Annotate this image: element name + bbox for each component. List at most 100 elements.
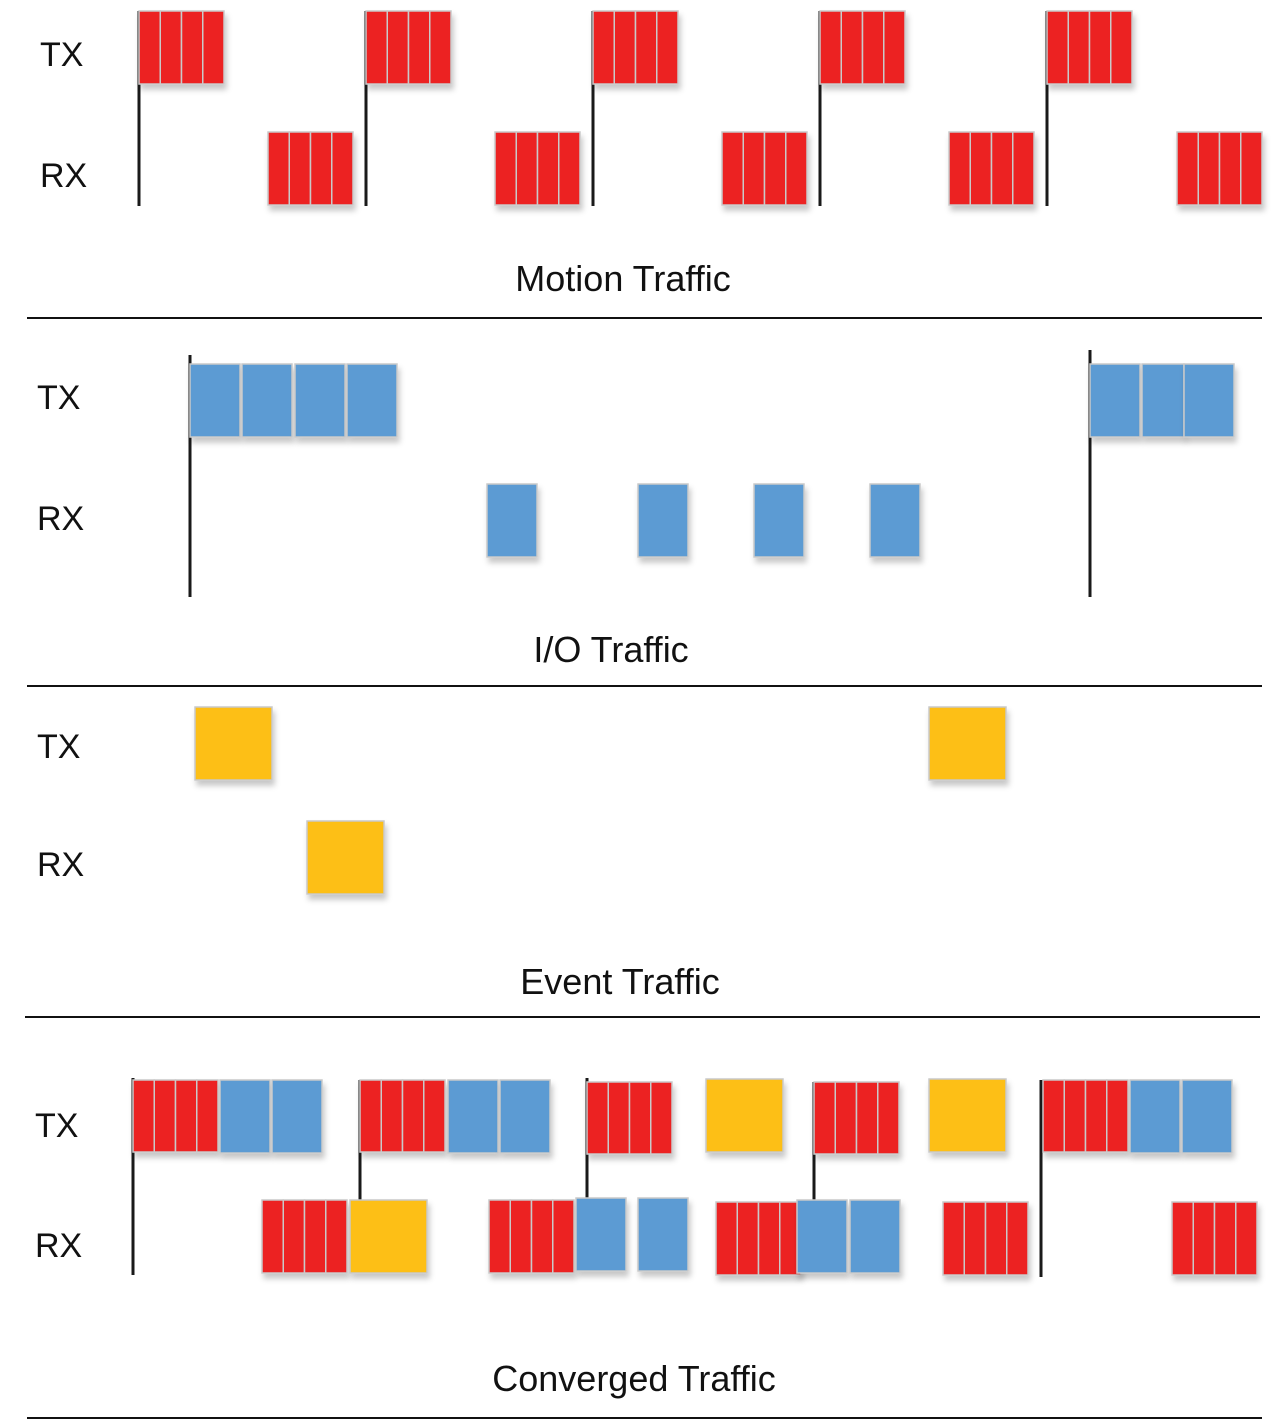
motion-packet: [365, 10, 452, 85]
io-packet: [796, 1199, 848, 1274]
motion-frame-segment: [1042, 1079, 1065, 1153]
motion-frame-segment: [1063, 1079, 1087, 1153]
motion-frame-segment: [325, 1199, 348, 1274]
motion-frame-segment: [401, 1079, 425, 1153]
panel-title: Converged Traffic: [492, 1358, 775, 1399]
motion-frame-segment: [834, 1081, 858, 1155]
motion-frame-segment: [757, 1201, 781, 1276]
event-packet: [705, 1078, 784, 1153]
panel-converged-traffic: TX RX Converged Traffic: [27, 1078, 1262, 1419]
motion-packet: [942, 1201, 1029, 1276]
motion-frame-segment: [509, 1199, 533, 1274]
io-packet: [1181, 1079, 1233, 1154]
motion-frame-segment: [407, 10, 431, 85]
motion-frame-segment: [785, 131, 808, 206]
event-packet: [349, 1199, 428, 1274]
motion-packet: [267, 131, 354, 206]
motion-frame-segment: [613, 10, 637, 85]
motion-frame-segment: [650, 1081, 673, 1155]
motion-packet: [132, 1079, 219, 1153]
motion-frame-segment: [592, 10, 615, 85]
panel-title: Event Traffic: [520, 961, 719, 1002]
tx-label: TX: [35, 1107, 78, 1145]
io-packet: [346, 363, 398, 438]
motion-frame-segment: [742, 131, 766, 206]
io-packet: [219, 1079, 271, 1154]
panel-motion-traffic: TX RX Motion Traffic: [27, 10, 1263, 319]
motion-frame-segment: [267, 131, 290, 206]
motion-frame-segment: [1235, 1201, 1258, 1276]
tx-label: TX: [40, 36, 83, 74]
motion-frame-segment: [488, 1199, 511, 1274]
motion-frame-segment: [1046, 10, 1069, 85]
io-packet: [849, 1199, 901, 1274]
motion-frame-segment: [159, 10, 183, 85]
motion-frame-segment: [763, 131, 787, 206]
motion-frame-segment: [380, 1079, 404, 1153]
motion-frame-segment: [494, 131, 517, 206]
motion-packet: [1046, 10, 1133, 85]
io-packet: [1089, 363, 1141, 438]
motion-packet: [1171, 1201, 1258, 1276]
event-packet: [306, 820, 385, 895]
motion-frame-segment: [303, 1199, 327, 1274]
motion-frame-segment: [715, 1201, 738, 1276]
motion-frame-segment: [138, 10, 161, 85]
io-packet: [499, 1079, 551, 1154]
rx-label: RX: [35, 1227, 82, 1265]
io-packet: [447, 1079, 499, 1154]
motion-packet: [813, 1081, 900, 1155]
motion-frame-segment: [331, 131, 354, 206]
motion-packet: [721, 131, 808, 206]
motion-frame-segment: [288, 131, 312, 206]
io-packet: [294, 363, 346, 438]
event-packet: [928, 1078, 1007, 1153]
motion-packet: [261, 1199, 348, 1274]
motion-frame-segment: [1192, 1201, 1216, 1276]
motion-packet: [359, 1079, 446, 1153]
io-packet: [486, 483, 538, 558]
panel-title: I/O Traffic: [533, 629, 688, 670]
motion-frame-segment: [1088, 10, 1112, 85]
motion-frame-segment: [282, 1199, 306, 1274]
io-packet: [637, 1197, 689, 1272]
rx-label: RX: [37, 500, 84, 538]
motion-packet: [592, 10, 679, 85]
motion-frame-segment: [1213, 1201, 1237, 1276]
motion-frame-segment: [202, 10, 225, 85]
motion-packet: [948, 131, 1035, 206]
motion-frame-segment: [1240, 131, 1263, 206]
io-packet: [1183, 363, 1235, 438]
motion-frame-segment: [883, 10, 906, 85]
motion-frame-segment: [552, 1199, 575, 1274]
motion-frame-segment: [365, 10, 388, 85]
motion-frame-segment: [1218, 131, 1242, 206]
motion-frame-segment: [736, 1201, 760, 1276]
io-packet: [241, 363, 293, 438]
motion-frame-segment: [877, 1081, 900, 1155]
motion-frame-segment: [1106, 1079, 1129, 1153]
io-packet: [869, 483, 921, 558]
motion-frame-segment: [153, 1079, 177, 1153]
motion-frame-segment: [1006, 1201, 1029, 1276]
motion-frame-segment: [861, 10, 885, 85]
tx-label: TX: [37, 379, 80, 417]
motion-packet: [494, 131, 581, 206]
motion-frame-segment: [1171, 1201, 1194, 1276]
motion-frame-segment: [963, 1201, 987, 1276]
io-packet: [575, 1197, 627, 1272]
motion-frame-segment: [530, 1199, 554, 1274]
motion-frame-segment: [1084, 1079, 1108, 1153]
tx-label: TX: [37, 728, 80, 766]
motion-frame-segment: [840, 10, 864, 85]
panel-io-traffic: TX RX I/O Traffic: [27, 350, 1262, 687]
motion-frame-segment: [423, 1079, 446, 1153]
event-packet: [928, 706, 1007, 781]
motion-frame-segment: [942, 1201, 965, 1276]
motion-frame-segment: [558, 131, 581, 206]
motion-frame-segment: [429, 10, 452, 85]
motion-frame-segment: [196, 1079, 219, 1153]
motion-frame-segment: [607, 1081, 631, 1155]
motion-frame-segment: [174, 1079, 198, 1153]
